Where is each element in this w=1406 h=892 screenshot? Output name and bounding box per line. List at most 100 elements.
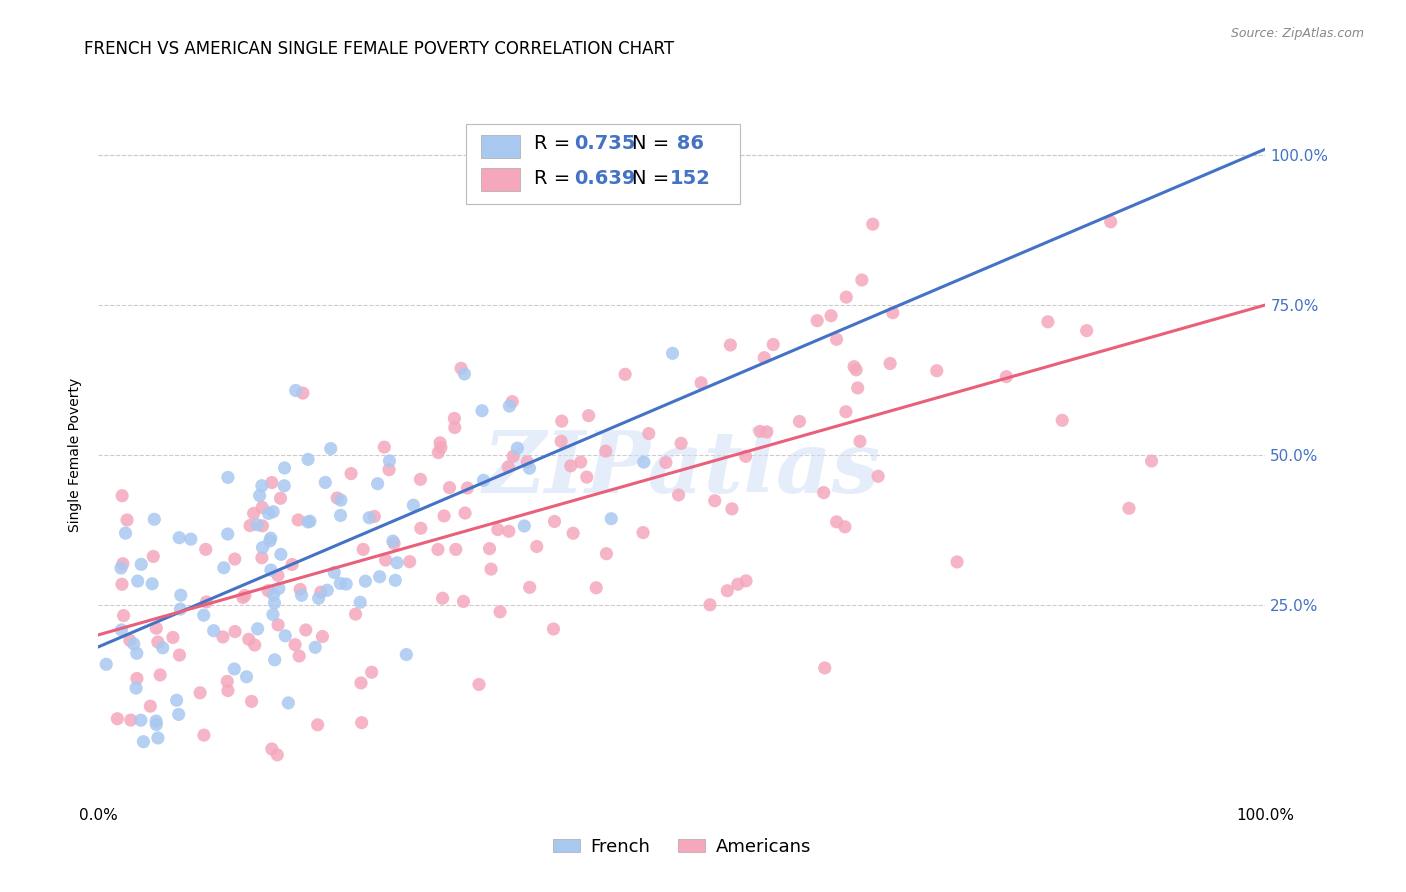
Point [240, 694, 263, 708]
Point [212, 630, 235, 644]
Point [762, 337, 785, 351]
Point [110, 561, 132, 575]
Point [443, 411, 465, 425]
Point [444, 542, 467, 557]
Point [111, 557, 134, 571]
Point [335, 577, 357, 591]
Point [946, 555, 969, 569]
Point [170, 588, 193, 602]
Point [360, 665, 382, 680]
Point [489, 605, 512, 619]
Point [340, 467, 363, 481]
Point [269, 491, 291, 506]
Point [323, 566, 346, 580]
Point [820, 309, 842, 323]
Point [297, 515, 319, 529]
Text: R =: R = [534, 135, 576, 153]
Point [262, 607, 284, 622]
Point [180, 532, 202, 546]
Point [145, 717, 167, 731]
Point [453, 367, 475, 381]
Point [316, 583, 339, 598]
Point [194, 542, 217, 557]
Point [430, 441, 453, 455]
Point [468, 677, 491, 691]
Point [308, 591, 330, 606]
Point [661, 346, 683, 360]
Point [402, 498, 425, 512]
Point [560, 458, 582, 473]
Point [498, 399, 520, 413]
Point [284, 384, 307, 398]
Point [439, 481, 461, 495]
Text: 0.639: 0.639 [575, 169, 636, 188]
Point [502, 450, 524, 464]
Point [471, 403, 494, 417]
Text: N =: N = [631, 169, 675, 188]
Point [472, 474, 495, 488]
Point [409, 472, 432, 486]
Point [450, 361, 472, 376]
Point [233, 589, 256, 603]
Point [995, 369, 1018, 384]
Point [212, 560, 235, 574]
Point [149, 668, 172, 682]
Point [846, 381, 869, 395]
Point [367, 476, 389, 491]
Point [562, 526, 585, 541]
Point [633, 455, 655, 469]
Point [193, 608, 215, 623]
Point [267, 582, 290, 596]
Point [246, 622, 269, 636]
Text: N =: N = [631, 135, 675, 153]
Point [363, 509, 385, 524]
Point [267, 568, 290, 582]
Point [543, 622, 565, 636]
Text: R =: R = [534, 169, 576, 188]
Point [699, 598, 721, 612]
Point [224, 624, 246, 639]
Point [378, 463, 401, 477]
Point [115, 513, 138, 527]
Text: 86: 86 [671, 135, 704, 153]
Point [262, 505, 284, 519]
Point [569, 455, 592, 469]
Point [862, 217, 884, 231]
Point [242, 507, 264, 521]
Point [426, 542, 449, 557]
Point [274, 629, 297, 643]
Point [373, 440, 395, 454]
Point [868, 469, 890, 483]
Point [614, 368, 637, 382]
Point [127, 574, 149, 588]
Point [96, 657, 118, 672]
Point [381, 534, 404, 549]
Point [232, 591, 254, 605]
Point [162, 631, 184, 645]
Point [1099, 215, 1122, 229]
Point [217, 470, 239, 484]
Point [735, 574, 758, 588]
Legend: French, Americans: French, Americans [546, 831, 818, 863]
Point [329, 508, 352, 523]
Point [260, 563, 283, 577]
Point [637, 426, 659, 441]
Point [307, 718, 329, 732]
Point [252, 519, 274, 533]
Point [146, 731, 169, 745]
Point [120, 713, 142, 727]
Point [506, 441, 529, 455]
Point [250, 479, 273, 493]
Point [498, 524, 520, 539]
Point [224, 662, 246, 676]
Point [835, 405, 858, 419]
Point [263, 588, 285, 602]
Point [281, 558, 304, 572]
Point [257, 507, 280, 521]
Point [1036, 315, 1059, 329]
Point [443, 420, 465, 434]
Text: 152: 152 [671, 169, 711, 188]
Point [243, 638, 266, 652]
Point [595, 444, 617, 458]
Point [311, 630, 333, 644]
